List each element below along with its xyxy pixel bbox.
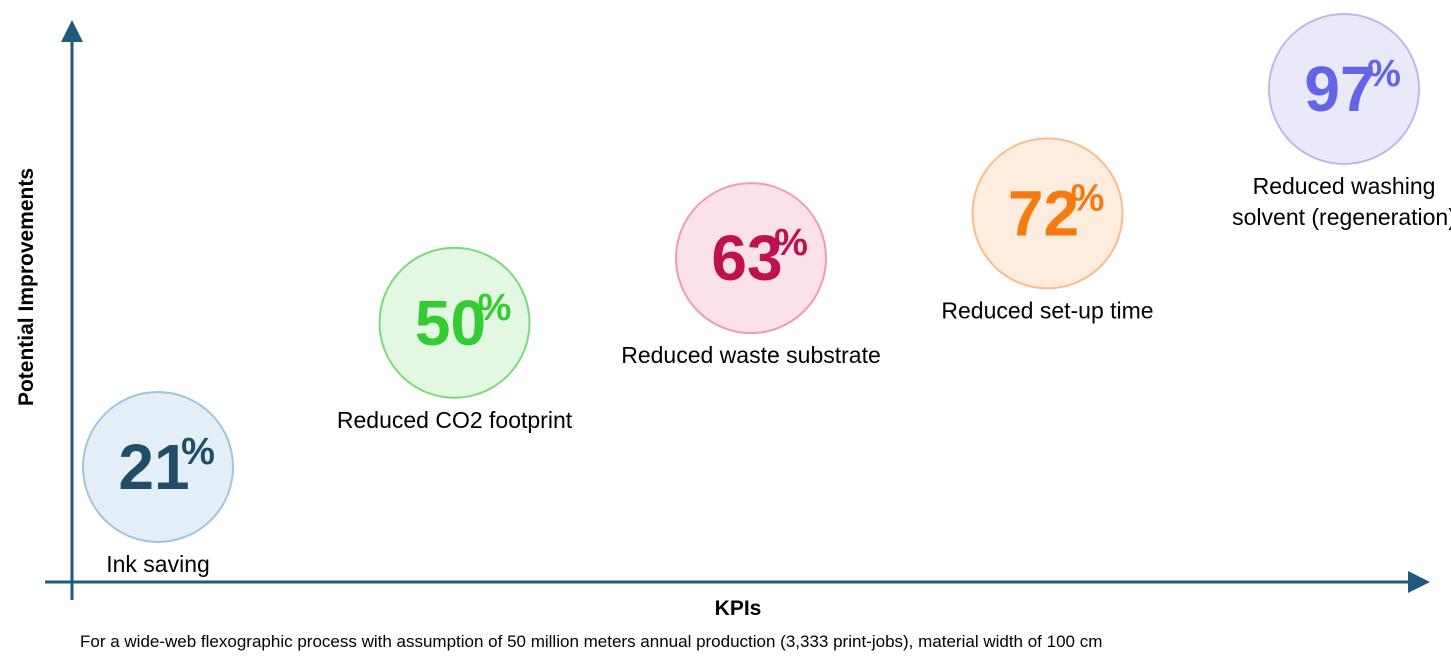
- bubble-circle: [82, 391, 234, 543]
- data-label-value: 72: [1008, 177, 1079, 249]
- category-label: Ink saving: [106, 551, 210, 577]
- percent-sign: %: [478, 287, 512, 329]
- data-label-value: 50: [415, 287, 486, 359]
- category-label: Reduced washing: [1253, 173, 1436, 199]
- bubble-circle: [378, 246, 531, 399]
- percent-sign: %: [1071, 177, 1105, 219]
- data-point: 21% Ink saving: [82, 391, 234, 577]
- y-axis-arrowhead: [61, 20, 83, 42]
- category-label: Reduced set-up time: [941, 297, 1153, 323]
- data-point: 72% Reduced set-up time: [941, 137, 1154, 323]
- category-label: Reduced CO2 footprint: [337, 407, 573, 433]
- percent-sign: %: [181, 431, 215, 473]
- percent-sign: %: [1367, 53, 1401, 95]
- data-points: 21% Ink saving 50% Reduced CO2 footprint 63%…: [82, 13, 1451, 577]
- footnote: For a wide-web flexographic process with…: [80, 632, 1102, 651]
- percent-sign: %: [774, 222, 808, 264]
- x-axis-label: KPIs: [715, 597, 762, 620]
- data-label-value: 97: [1304, 53, 1375, 125]
- data-label-value: 21: [118, 431, 189, 503]
- bubble-circle: [1268, 13, 1420, 165]
- data-point: 50% Reduced CO2 footprint: [337, 246, 573, 433]
- bubble-circle: [971, 137, 1124, 290]
- category-label: Reduced waste substrate: [621, 342, 881, 368]
- bubble-circle: [675, 182, 827, 335]
- data-point: 63% Reduced waste substrate: [621, 182, 881, 368]
- data-label-value: 63: [711, 222, 782, 294]
- x-axis: [45, 571, 1430, 593]
- x-axis-arrowhead: [1408, 571, 1430, 593]
- y-axis-label: Potential Improvements: [15, 168, 38, 406]
- y-axis: [61, 20, 83, 600]
- category-label: solvent (regeneration): [1232, 204, 1451, 230]
- data-point: 97% Reduced washing solvent (regeneration): [1232, 13, 1451, 230]
